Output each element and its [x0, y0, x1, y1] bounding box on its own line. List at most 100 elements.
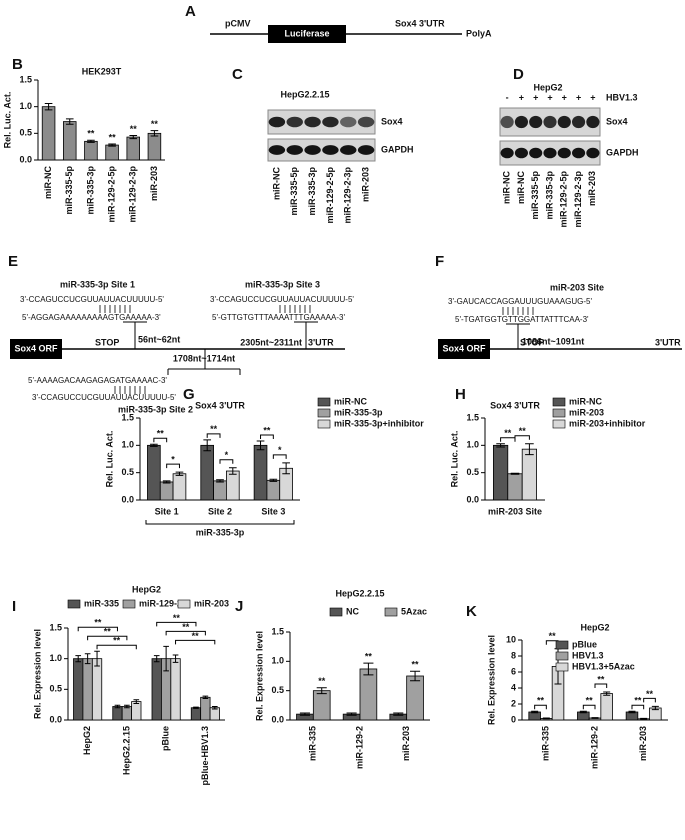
- y-axis-label: Rel. Luc. Act.: [2, 92, 12, 149]
- band: [514, 115, 529, 129]
- significance-label: **: [157, 429, 165, 439]
- significance-label: **: [519, 426, 527, 436]
- band: [268, 116, 286, 128]
- bar: [105, 144, 119, 161]
- band: [529, 115, 543, 129]
- y-tick-label: 1.5: [466, 412, 479, 422]
- band: [529, 147, 543, 159]
- legend-swatch: [177, 599, 191, 609]
- legend-swatch: [552, 419, 566, 429]
- legend-label: miR-335-3p+inhibitor: [334, 418, 424, 428]
- y-tick-label: 1.0: [466, 440, 479, 450]
- band: [557, 147, 571, 159]
- x-tick-label: miR-129-2-3p: [128, 166, 138, 223]
- target-seq: 5'-AGGAGAAAAAAAAAGTGAAAAA-3': [22, 313, 161, 322]
- site-name: miR-335-3p Site 2: [118, 404, 193, 414]
- bar: [359, 668, 378, 721]
- error-bar: [216, 479, 224, 483]
- legend-label: miR-203+inhibitor: [569, 418, 646, 428]
- error-bar: [150, 443, 158, 447]
- y-tick-label: 1.0: [121, 440, 134, 450]
- site-position: 2305nt~2311nt: [240, 337, 302, 347]
- bar: [190, 707, 202, 721]
- band: [286, 116, 303, 128]
- band: [322, 116, 339, 128]
- x-tick-label: Site 3: [261, 506, 285, 516]
- band: [357, 116, 375, 128]
- error-bar: [163, 645, 169, 672]
- y-tick-label: 0.5: [121, 467, 134, 477]
- band: [322, 145, 339, 155]
- significance-bracket: [175, 639, 216, 645]
- mirna-seq: 3'-CCAGUCCUCGUUAUUACUUUUU-5': [210, 295, 354, 304]
- significance-bracket: [96, 644, 137, 650]
- band: [304, 145, 321, 155]
- legend-label: HBV1.3+5Azac: [572, 661, 635, 671]
- condition-label: HBV1.3: [606, 92, 638, 102]
- bar: [213, 480, 227, 501]
- lane-label: miR-129-2-5p: [325, 167, 335, 224]
- bar: [209, 707, 220, 721]
- significance-label: **: [151, 119, 159, 129]
- bar: [200, 444, 215, 501]
- chart-title: HepG2: [580, 622, 609, 632]
- significance-bracket: [500, 437, 516, 442]
- legend-swatch: [122, 599, 136, 609]
- bar: [41, 106, 56, 161]
- legend-label: miR-NC: [334, 396, 367, 406]
- terminator: PolyA: [466, 28, 492, 38]
- significance-label: **: [549, 631, 557, 641]
- y-axis-label: Rel. Expression level: [32, 629, 42, 719]
- chart-title: Sox4 3'UTR: [195, 400, 245, 410]
- condition-state: +: [562, 92, 567, 102]
- significance-bracket: [153, 437, 168, 443]
- bar: [151, 658, 162, 721]
- mirna-seq: 3'-CCAGUCCUCGUUAUUACUUUUU-5': [20, 295, 164, 304]
- panel-label: B: [12, 56, 23, 73]
- error-bar: [640, 717, 648, 720]
- significance-bracket: [156, 621, 197, 627]
- panel-label: H: [455, 386, 466, 403]
- orf-label: Sox4 ORF: [442, 343, 486, 353]
- promoter: pCMV: [225, 18, 251, 28]
- significance-label: **: [318, 676, 326, 686]
- significance-label: **: [130, 124, 138, 134]
- legend-swatch: [552, 408, 566, 418]
- chart-title: HepG2: [132, 584, 161, 594]
- bar: [84, 140, 98, 161]
- bar: [147, 132, 162, 161]
- y-tick-label: 0.0: [271, 714, 284, 724]
- error-bar: [133, 699, 140, 704]
- error-bar: [129, 134, 138, 140]
- bar: [172, 473, 187, 501]
- error-bar: [363, 662, 374, 676]
- y-axis-label: Rel. Expression level: [486, 635, 496, 725]
- band: [586, 147, 600, 159]
- legend-label: miR-129-2: [139, 598, 182, 608]
- significance-label: **: [412, 660, 420, 670]
- y-tick-label: 1.5: [19, 74, 32, 84]
- band: [286, 145, 303, 155]
- significance-bracket: [643, 697, 656, 703]
- y-axis-label: Rel. Luc. Act.: [449, 431, 459, 488]
- bar: [266, 479, 281, 501]
- error-bar: [531, 710, 539, 714]
- condition-state: -: [506, 92, 509, 102]
- error-bar: [94, 650, 100, 667]
- legend-label: pBlue: [572, 639, 597, 649]
- target-seq: 5'-AAAAGACAAGAGAGATGAAAAC-3': [28, 376, 167, 385]
- panel-label: K: [466, 603, 477, 620]
- error-bar: [84, 653, 91, 665]
- legend-label: miR-203: [194, 598, 229, 608]
- legend-label: NC: [346, 606, 359, 616]
- bar: [312, 690, 331, 721]
- bar: [507, 473, 523, 501]
- x-tick-label: HepG2.2.15: [121, 726, 131, 775]
- panel-label: I: [12, 598, 16, 615]
- condition-state: +: [547, 92, 552, 102]
- error-bar: [202, 695, 209, 700]
- band-label: Sox4: [381, 116, 403, 126]
- band: [586, 115, 600, 129]
- error-bar: [579, 710, 587, 714]
